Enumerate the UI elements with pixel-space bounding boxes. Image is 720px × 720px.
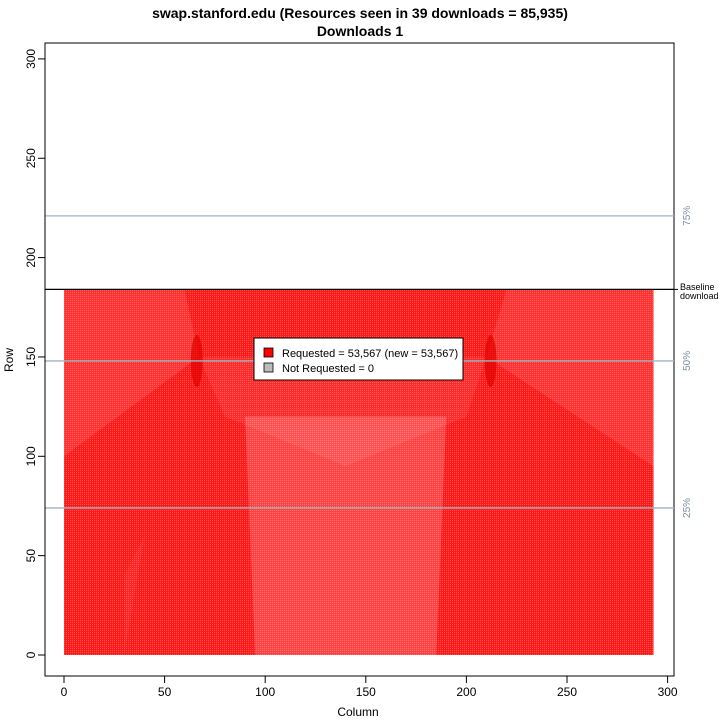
reference-label-50pct: 50% xyxy=(682,351,693,371)
heatmap-shade-facet xyxy=(198,356,487,467)
x-axis: 0 50 100 150 200 250 300 xyxy=(61,675,678,699)
chart-title: swap.stanford.edu (Resources seen in 39 … xyxy=(152,5,568,21)
baseline-label-line2: download xyxy=(680,291,719,301)
y-axis-title: Row xyxy=(2,348,16,372)
y-tick-label: 50 xyxy=(24,549,38,563)
heatmap-shade-facet xyxy=(245,416,447,655)
x-tick-label: 300 xyxy=(658,685,678,699)
legend-swatch-requested xyxy=(263,347,274,358)
y-tick-label: 250 xyxy=(24,148,38,168)
x-tick-label: 0 xyxy=(61,685,68,699)
heatmap-shade-facet xyxy=(486,289,654,467)
y-tick-label: 100 xyxy=(24,446,38,466)
x-tick-label: 100 xyxy=(255,685,275,699)
y-tick-label: 0 xyxy=(24,651,38,658)
chart-subtitle: Downloads 1 xyxy=(317,23,404,39)
reference-label-25pct: 25% xyxy=(682,498,693,518)
legend-label-not-requested: Not Requested = 0 xyxy=(282,363,374,375)
y-tick-label: 300 xyxy=(24,49,38,69)
y-axis: 0 50 100 150 200 250 300 xyxy=(24,49,46,658)
x-axis-title: Column xyxy=(337,705,378,719)
x-tick-label: 250 xyxy=(557,685,577,699)
legend: Requested = 53,567 (new = 53,567) Not Re… xyxy=(253,337,464,381)
heatmap-shade-facet xyxy=(64,289,199,457)
baseline-label: Baseline download xyxy=(680,282,719,301)
legend-label-requested: Requested = 53,567 (new = 53,567) xyxy=(282,348,458,360)
baseline-label-line1: Baseline xyxy=(680,282,715,292)
legend-swatch-not-requested xyxy=(263,362,274,373)
legend-box xyxy=(253,337,464,381)
x-tick-label: 50 xyxy=(158,685,172,699)
x-tick-label: 200 xyxy=(456,685,476,699)
heatmap-shade-facet xyxy=(124,535,145,655)
x-tick-label: 150 xyxy=(356,685,376,699)
reference-label-75pct: 75% xyxy=(682,206,693,226)
y-tick-label: 200 xyxy=(24,247,38,267)
y-tick-label: 150 xyxy=(24,347,38,367)
